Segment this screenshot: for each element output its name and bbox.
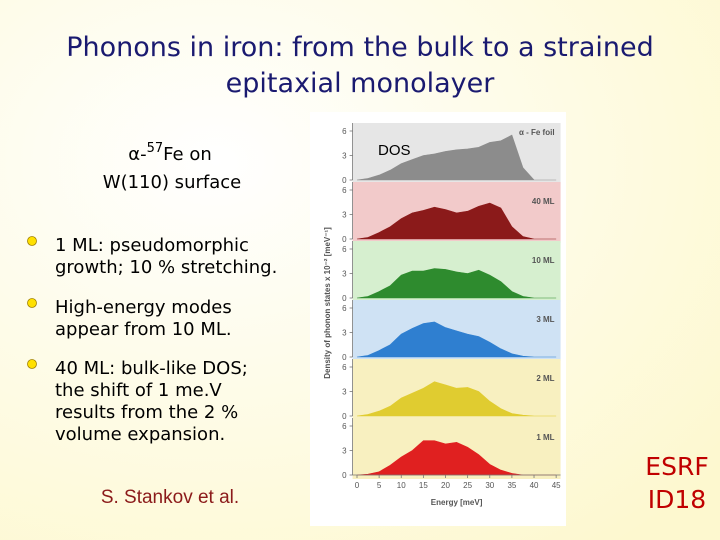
y-axis-label: Density of phonon states x 10⁻² [meV⁻¹] [323, 227, 332, 379]
y-tick-label: 0 [342, 353, 347, 362]
x-tick-label: 15 [419, 481, 428, 490]
x-tick-label: 35 [507, 481, 516, 490]
dos-area [356, 268, 557, 299]
x-tick-label: 10 [397, 481, 406, 490]
bullet-line: volume expansion. [55, 424, 225, 445]
y-tick-label: 6 [342, 304, 347, 313]
bullet-line: growth; 10 % stretching. [55, 257, 277, 278]
x-axis-label: Energy [meV] [431, 498, 483, 507]
dos-area [356, 321, 557, 358]
bullet-dot [27, 236, 37, 246]
bullet-line: appear from 10 ML. [55, 319, 232, 340]
title-line: Phonons in iron: from the bulk to a stra… [66, 32, 654, 63]
logo-line: ID18 [648, 485, 706, 514]
y-tick-label: 3 [342, 270, 347, 279]
y-tick-label: 6 [342, 245, 347, 254]
y-tick-label: 0 [342, 294, 347, 303]
y-tick-label: 6 [342, 363, 347, 372]
panel-label: 2 ML [536, 374, 554, 383]
x-tick-label: 45 [552, 481, 561, 490]
bullet-line: High-energy modes [55, 297, 232, 318]
panel-label: 40 ML [532, 197, 555, 206]
sample-suffix: Fe on [163, 144, 212, 165]
title-line: epitaxial monolayer [226, 68, 496, 99]
y-tick-label: 3 [342, 152, 347, 161]
annotation: DOS [378, 142, 411, 159]
dos-area [356, 381, 557, 417]
y-tick-label: 6 [342, 422, 347, 431]
figure: 0 3 6 α - Fe foil 0 3 6 40 ML 0 3 6 10 ML 0 3 6 3 ML 0 3 6… [323, 123, 561, 507]
sample-prefix: α- [128, 144, 146, 165]
panel-label: α - Fe foil [519, 128, 555, 137]
dos-area [356, 202, 557, 240]
dos-area [356, 134, 557, 181]
logo-line: ESRF [645, 452, 708, 481]
bullet-line: 1 ML: pseudomorphic [55, 235, 249, 256]
sample-line: W(110) surface [103, 172, 241, 193]
panel-label: 3 ML [536, 315, 554, 324]
bullet-dot [27, 298, 37, 308]
y-tick-label: 0 [342, 412, 347, 421]
bullet-line: the shift of 1 me.V [55, 380, 222, 401]
x-tick-label: 25 [463, 481, 472, 490]
bullet-line: 40 ML: bulk-like DOS; [55, 358, 248, 379]
panel-label: 10 ML [532, 256, 555, 265]
y-tick-label: 3 [342, 447, 347, 456]
sample-sup: 57 [147, 141, 164, 156]
x-tick-label: 30 [485, 481, 494, 490]
sample: α-57Fe on [128, 141, 212, 165]
y-tick-label: 3 [342, 211, 347, 220]
x-tick-label: 40 [530, 481, 539, 490]
y-tick-label: 0 [342, 235, 347, 244]
credit: S. Stankov et al. [101, 487, 239, 508]
y-tick-label: 0 [342, 471, 347, 480]
x-tick-label: 0 [355, 481, 360, 490]
panel-label: 1 ML [536, 433, 554, 442]
y-tick-label: 0 [342, 176, 347, 185]
x-tick-label: 5 [377, 481, 382, 490]
x-tick-label: 20 [441, 481, 450, 490]
y-tick-label: 3 [342, 329, 347, 338]
y-tick-label: 6 [342, 127, 347, 136]
y-tick-label: 6 [342, 186, 347, 195]
bullet-dot [27, 359, 37, 369]
y-tick-label: 3 [342, 388, 347, 397]
bullet-line: results from the 2 % [55, 402, 238, 423]
